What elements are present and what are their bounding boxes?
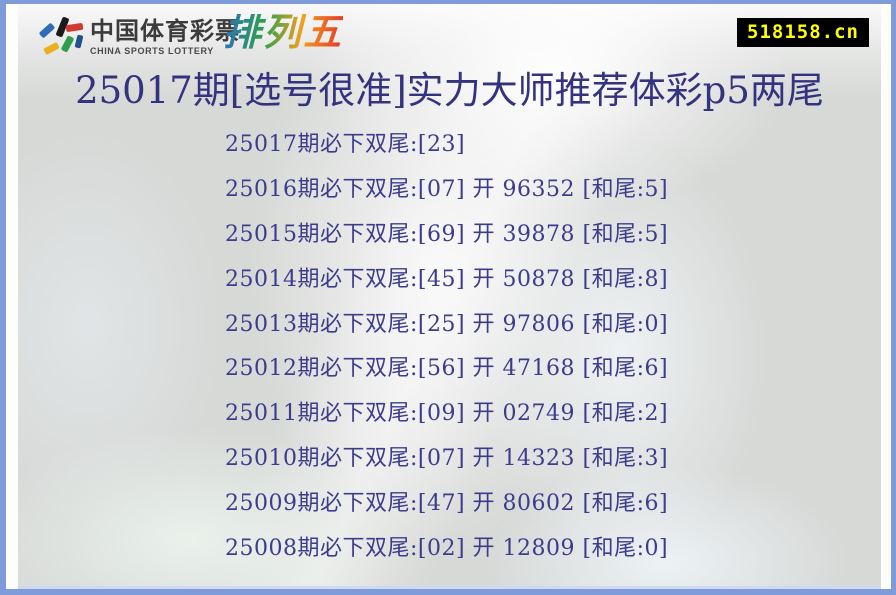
list-item: 25015期必下双尾:[69] 开 39878 [和尾:5] xyxy=(225,221,669,247)
logo-stroke-yellow xyxy=(43,41,60,56)
brand-pailie5: 排列五 xyxy=(223,12,344,54)
prediction-list: 25017期必下双尾:[23] 25016期必下双尾:[07] 开 96352 … xyxy=(225,123,881,572)
site-url-badge: 518158.cn xyxy=(737,18,869,47)
logo-cn-text: 中国体育彩票 xyxy=(90,18,240,45)
content-canvas: 中国体育彩票 CHINA SPORTS LOTTERY 排列五 518158.c… xyxy=(18,4,881,589)
header: 中国体育彩票 CHINA SPORTS LOTTERY 排列五 518158.c… xyxy=(18,4,881,62)
logo-en-text: CHINA SPORTS LOTTERY xyxy=(90,46,214,56)
list-item: 25009期必下双尾:[47] 开 80602 [和尾:6] xyxy=(225,491,669,517)
list-item: 25017期必下双尾:[23] xyxy=(225,132,466,157)
list-item: 25014期必下双尾:[45] 开 50878 [和尾:8] xyxy=(225,266,669,292)
logo-stroke-navy xyxy=(74,34,84,49)
logo-stroke-red xyxy=(65,22,84,33)
list-item: 25008期必下双尾:[02] 开 12809 [和尾:0] xyxy=(225,536,669,562)
logo-stroke-blue xyxy=(38,22,56,39)
china-sports-lottery-logo-icon xyxy=(38,16,84,60)
logo-text: 中国体育彩票 CHINA SPORTS LOTTERY xyxy=(90,20,240,56)
list-item: 25016期必下双尾:[07] 开 96352 [和尾:5] xyxy=(225,176,669,202)
logo-stroke-green xyxy=(60,35,75,53)
list-item: 25011期必下双尾:[09] 开 02749 [和尾:2] xyxy=(225,401,669,427)
list-item: 25012期必下双尾:[56] 开 47168 [和尾:6] xyxy=(225,356,669,382)
list-item: 25010期必下双尾:[07] 开 14323 [和尾:3] xyxy=(225,446,669,472)
page-title: 25017期[选号很准]实力大师推荐体彩p5两尾 xyxy=(75,69,824,112)
list-item: 25013期必下双尾:[25] 开 97806 [和尾:0] xyxy=(225,311,669,337)
